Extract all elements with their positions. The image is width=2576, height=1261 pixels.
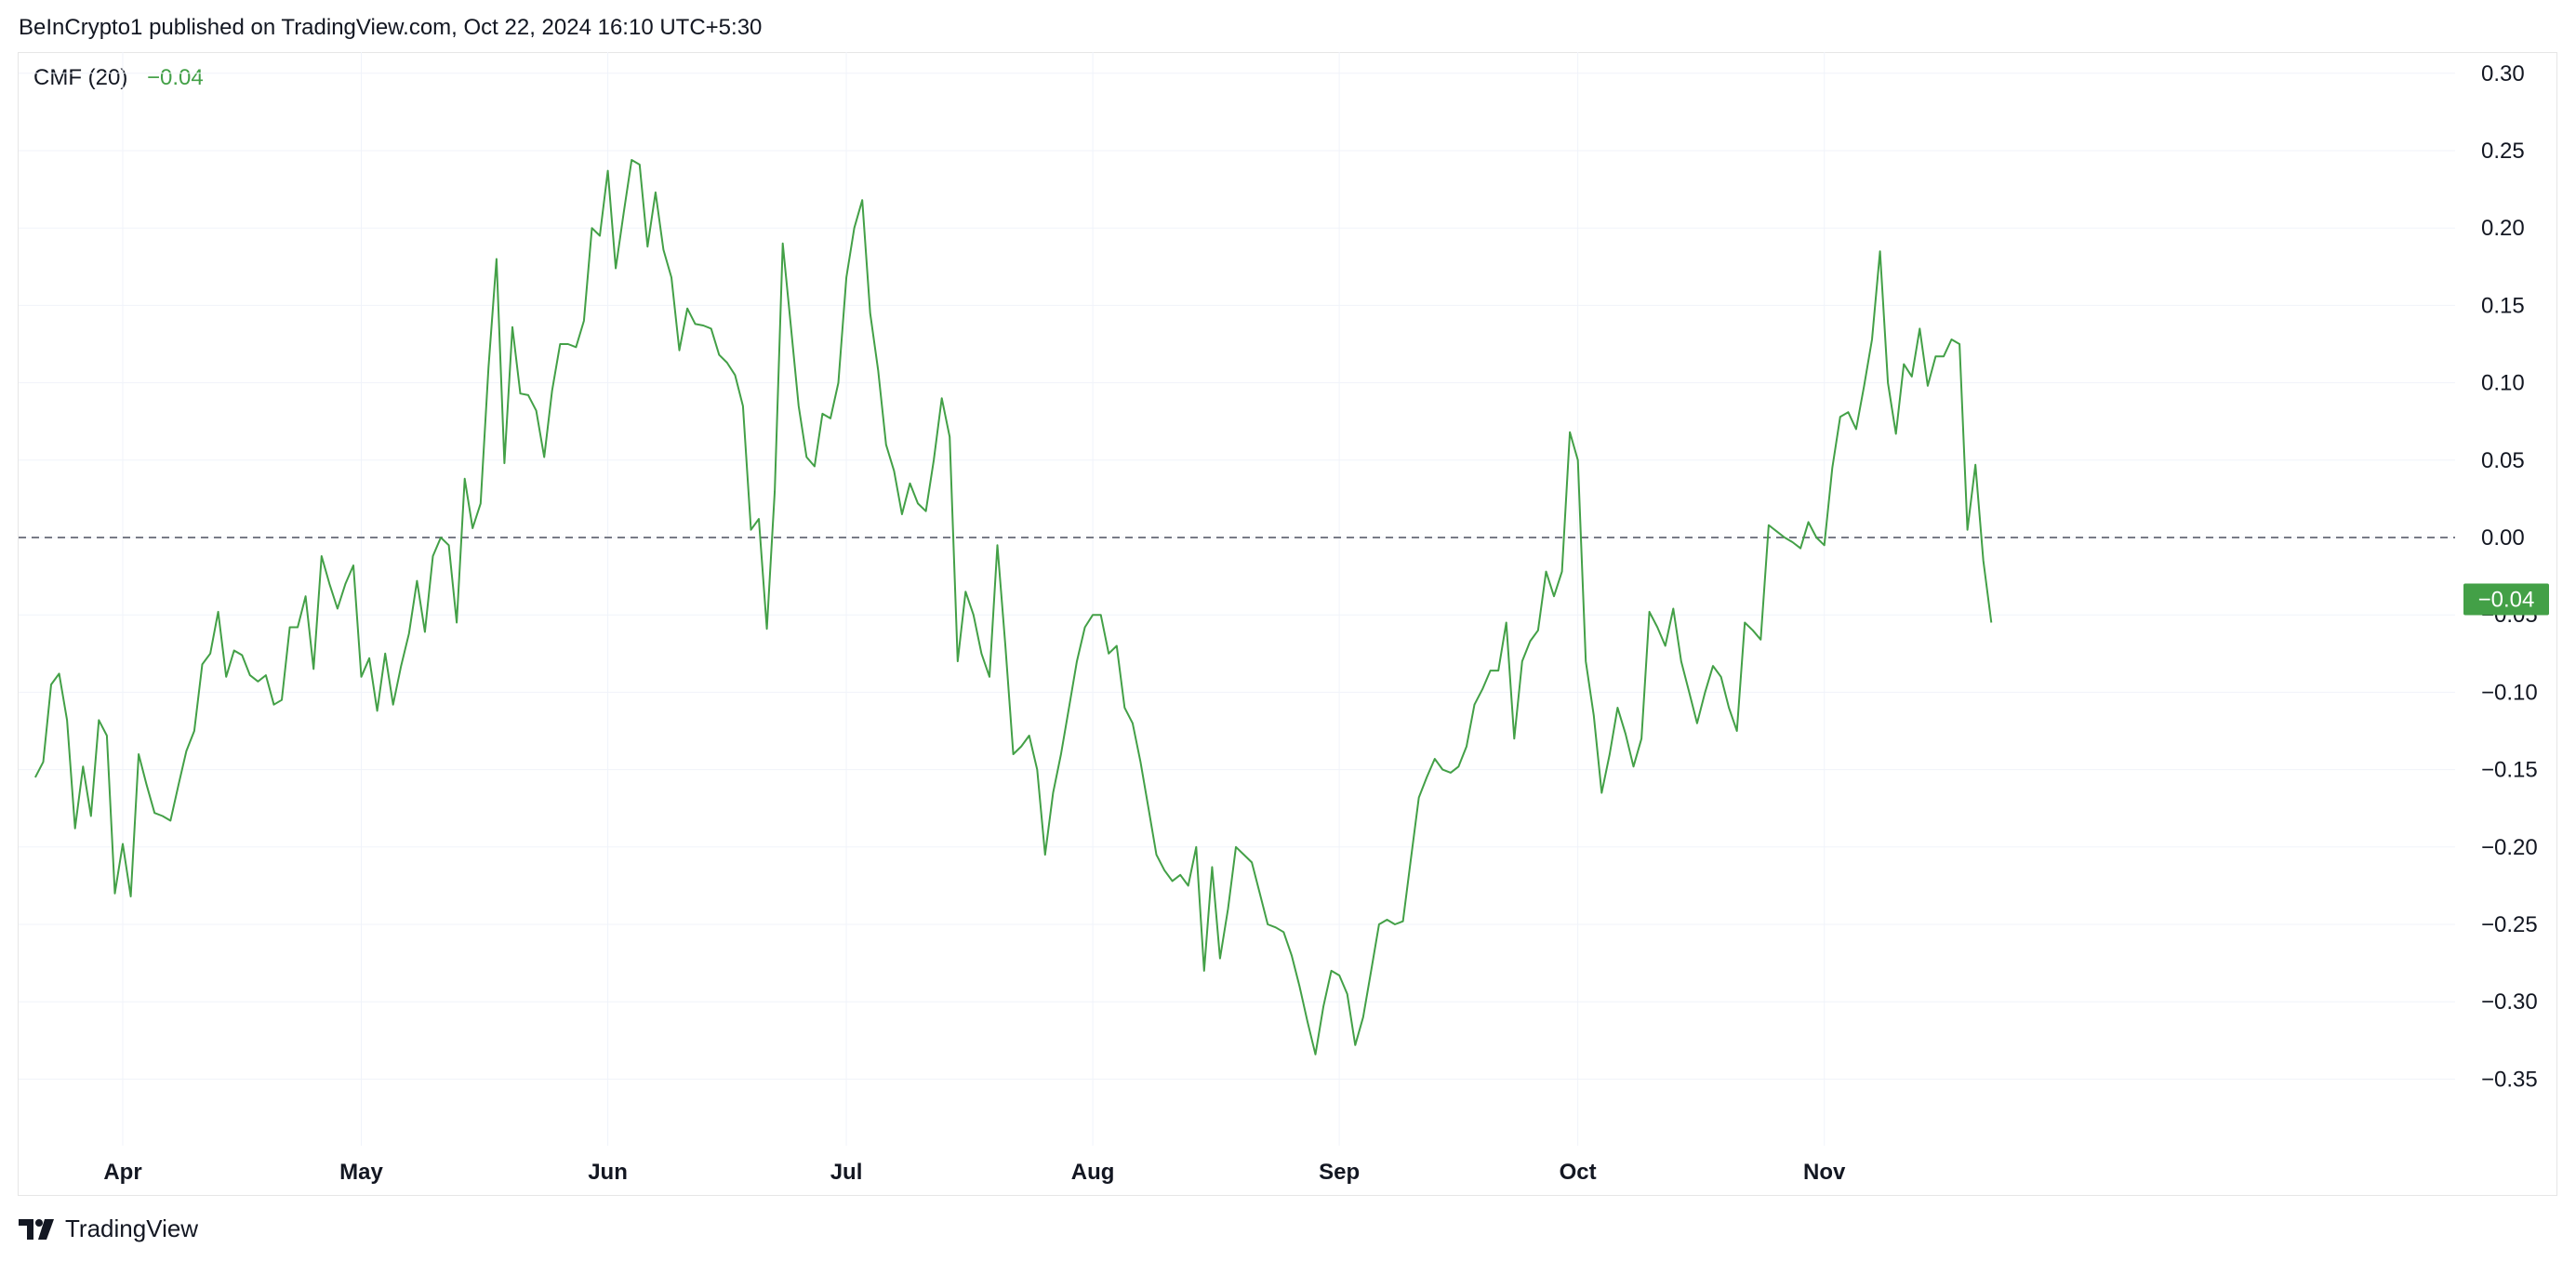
x-tick-label: Jul [830, 1160, 863, 1185]
indicator-name: CMF (20) [33, 65, 128, 90]
y-tick-label: 0.30 [2481, 61, 2525, 86]
x-tick-label: Jun [588, 1160, 628, 1185]
y-tick-label: 0.25 [2481, 139, 2525, 164]
chart-frame [18, 52, 2557, 1196]
y-tick-label: −0.20 [2481, 835, 2538, 860]
tradingview-logo-icon [19, 1218, 54, 1240]
indicator-value: −0.04 [147, 65, 204, 90]
indicator-legend[interactable]: CMF (20) −0.04 [33, 65, 204, 91]
y-tick-label: −0.15 [2481, 758, 2538, 783]
last-value-badge [2463, 583, 2549, 616]
y-tick-label: 0.10 [2481, 371, 2525, 396]
y-tick-label: 0.00 [2481, 525, 2525, 551]
y-tick-label: 0.15 [2481, 293, 2525, 318]
y-tick-label: 0.05 [2481, 448, 2525, 473]
x-tick-label: Oct [1560, 1160, 1597, 1185]
publisher-caption: BeInCrypto1 published on TradingView.com… [19, 15, 763, 40]
x-tick-label: Aug [1071, 1160, 1115, 1185]
y-tick-label: −0.35 [2481, 1067, 2538, 1092]
x-tick-label: Nov [1803, 1160, 1846, 1185]
x-tick-label: May [339, 1160, 383, 1185]
y-tick-label: −0.30 [2481, 989, 2538, 1015]
x-tick-label: Apr [103, 1160, 141, 1185]
cmf-series-line [34, 159, 1993, 1055]
y-tick-label: −0.25 [2481, 912, 2538, 937]
y-tick-label: 0.20 [2481, 216, 2525, 241]
footer-branding[interactable]: TradingView [19, 1215, 198, 1243]
x-tick-label: Sep [1319, 1160, 1360, 1185]
y-tick-label: −0.10 [2481, 680, 2538, 705]
last-value-badge-label: −0.04 [2478, 588, 2535, 613]
footer-brand-text: TradingView [65, 1215, 199, 1242]
